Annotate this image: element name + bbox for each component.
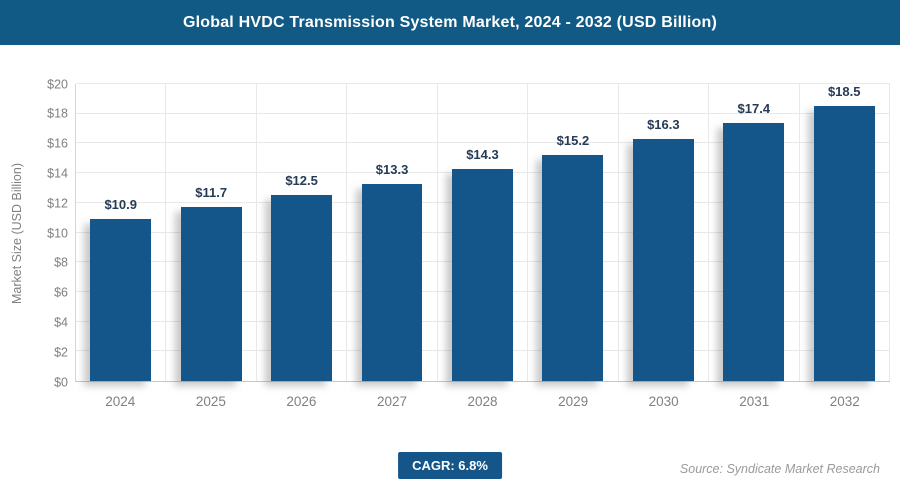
x-axis-labels: 2024 2025 2026 2027 2028 2029 2030 2031 2032 [75, 394, 890, 409]
y-tick-label: $16 [47, 136, 68, 151]
y-tick-label: $8 [54, 255, 68, 270]
x-tick-label: 2032 [829, 394, 860, 409]
category-slot: $18.5 [800, 84, 890, 381]
x-tick-label: 2029 [558, 394, 589, 409]
bar-value-label: $17.4 [737, 100, 771, 116]
y-tick-label: $6 [54, 285, 68, 300]
bar [90, 219, 152, 381]
category-slot: $11.7 [166, 84, 257, 381]
gridline [76, 112, 890, 114]
bar-value-label: $14.3 [466, 146, 499, 162]
category-slot: $17.4 [709, 84, 800, 381]
cagr-badge: CAGR: 6.8% [398, 452, 502, 479]
x-tick-label: 2025 [195, 394, 226, 409]
gridline [76, 83, 890, 84]
y-axis-ticks: $0 $2 $4 $6 $8 $10 $12 $14 $16 $18 $20 [0, 78, 68, 388]
category-slot: $15.2 [528, 84, 619, 381]
chart-title-bar: Global HVDC Transmission System Market, … [0, 0, 900, 45]
bar [632, 138, 694, 381]
category-slot: $14.3 [438, 84, 529, 381]
y-tick-label: $10 [47, 225, 68, 240]
category-slot: $16.3 [619, 84, 710, 381]
category-slot: $13.3 [347, 84, 438, 381]
bar-value-label: $16.3 [647, 116, 680, 132]
y-tick-label: $4 [54, 315, 68, 330]
x-tick-label: 2026 [286, 394, 317, 409]
bar-value-label: $11.7 [195, 185, 228, 201]
x-tick-label: 2031 [739, 394, 770, 409]
bar-value-label: $13.3 [375, 161, 409, 177]
bar [542, 155, 604, 381]
x-tick-label: 2024 [105, 394, 136, 409]
bar-value-label: $10.9 [104, 197, 137, 213]
bar [180, 207, 242, 381]
y-tick-label: $20 [47, 76, 68, 91]
plot-area: $10.9 $11.7 $12.5 $13.3 $14.3 $15.2 $16.3 $17.4… [75, 83, 890, 382]
x-tick-label: 2027 [376, 394, 407, 409]
y-tick-label: $18 [47, 106, 68, 121]
bar [723, 122, 785, 381]
bar [813, 106, 875, 381]
x-tick-label: 2028 [467, 394, 498, 409]
bar-value-label: $18.5 [827, 84, 861, 100]
bar-value-label: $12.5 [285, 173, 318, 189]
category-slot: $10.9 [76, 84, 167, 381]
bar [452, 168, 513, 381]
category-slot: $12.5 [257, 84, 348, 381]
x-tick-label: 2030 [648, 394, 679, 409]
gridline [76, 142, 890, 144]
y-tick-label: $14 [47, 166, 68, 181]
chart-title: Global HVDC Transmission System Market, … [182, 13, 718, 31]
bar [271, 195, 332, 381]
y-tick-label: $12 [47, 195, 68, 210]
y-tick-label: $2 [54, 344, 68, 359]
bar [361, 183, 423, 381]
source-text: Source: Syndicate Market Research [679, 462, 880, 476]
bar-value-label: $15.2 [556, 133, 590, 149]
y-tick-label: $0 [54, 374, 68, 389]
